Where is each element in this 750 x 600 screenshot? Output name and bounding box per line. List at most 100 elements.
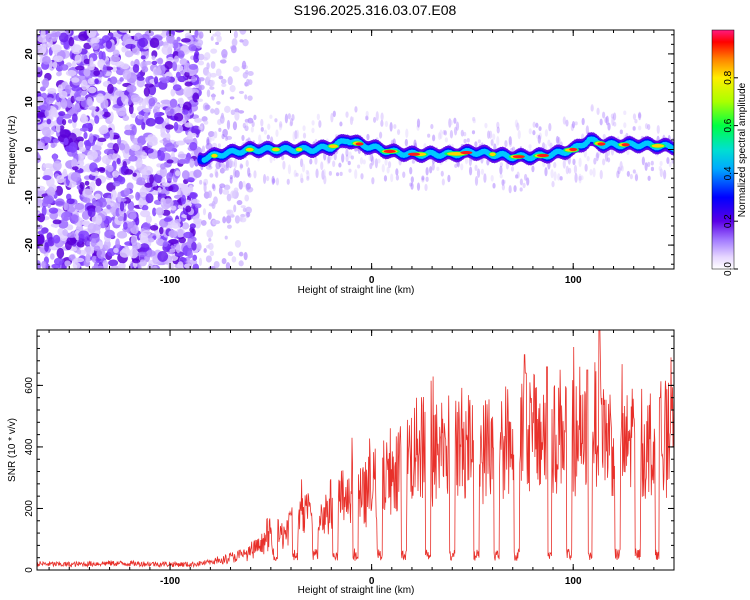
- spectrogram-noise-blob: [124, 124, 131, 130]
- spectrogram-halo: [590, 105, 594, 112]
- spectrogram-noise-blob: [243, 251, 248, 261]
- spectrogram-halo: [555, 135, 560, 144]
- spectrogram-peak-yellow: [211, 153, 218, 158]
- spectrogram-halo: [551, 180, 555, 188]
- spectrogram-halo: [375, 111, 379, 121]
- spectrogram-halo: [632, 169, 636, 174]
- spectrogram-noise-blob: [93, 223, 102, 231]
- spectrogram-halo: [574, 121, 578, 126]
- spectrogram-noise-blob: [206, 229, 214, 239]
- colorbar-tick-label: 0.0: [723, 262, 734, 276]
- spectrogram-noise-blob: [78, 31, 89, 41]
- spectrogram-noise-blob: [110, 95, 116, 101]
- spectrogram-halo: [517, 129, 521, 140]
- spectrogram-noise-blob: [91, 197, 97, 205]
- spectrogram-noise-blob: [42, 78, 50, 89]
- spectrogram-noise-blob: [79, 115, 89, 124]
- spectrogram-noise-blob: [210, 36, 214, 41]
- spectrogram-noise-blob: [139, 186, 147, 198]
- spectrogram-noise-blob: [80, 79, 88, 91]
- spectrogram-noise-blob: [151, 55, 156, 61]
- spectrogram-halo: [368, 154, 372, 161]
- spectrogram-noise-blob: [119, 77, 124, 82]
- spectrogram-noise-blob: [117, 262, 125, 269]
- spectrogram-noise-blob: [51, 107, 58, 118]
- spectrogram-noise-blob: [222, 216, 227, 224]
- spectrogram-noise-blob: [130, 60, 135, 67]
- spectrogram-halo: [429, 166, 433, 174]
- spectrogram-noise-blob: [205, 142, 213, 150]
- spectrogram-noise-blob: [175, 243, 181, 254]
- spectrogram-halo: [471, 130, 476, 135]
- spectrogram-halo: [455, 121, 460, 131]
- spectrogram-ylabel: Frequency (Hz): [7, 116, 18, 185]
- spectrogram-noise-blob: [209, 86, 215, 90]
- spectrogram-halo: [239, 164, 244, 169]
- spectrogram-noise-blob: [44, 109, 49, 117]
- spectrogram-halo: [360, 173, 364, 180]
- spectrogram-noise-blob: [160, 163, 166, 170]
- spectrogram-halo: [250, 126, 254, 133]
- spectrogram-noise-blob: [181, 170, 190, 180]
- spectrogram-noise-blob: [216, 35, 222, 43]
- spectrogram-halo: [244, 118, 249, 127]
- spectrogram-halo: [644, 162, 648, 171]
- spectrogram-halo: [490, 174, 494, 182]
- spectrogram-noise-blob: [156, 65, 161, 76]
- spectrogram-noise-blob: [168, 239, 179, 245]
- spectrogram-noise-blob: [52, 61, 58, 69]
- spectrogram-noise-blob: [83, 122, 92, 129]
- spectrogram-noise-blob: [211, 142, 218, 149]
- spectrogram-noise-blob: [223, 184, 231, 191]
- spectrogram-noise-blob: [85, 253, 91, 263]
- spectrogram-noise-blob: [89, 181, 96, 192]
- spectrogram-halo: [514, 119, 518, 128]
- spectrogram-peak-red: [569, 147, 578, 152]
- spectrogram-halo: [269, 114, 273, 119]
- spectrogram-ytick-label: 0: [24, 146, 35, 152]
- spectrogram-noise-blob: [208, 237, 212, 242]
- spectrogram-noise-blob: [198, 85, 202, 91]
- spectrogram-noise-blob: [41, 260, 47, 269]
- spectrogram-halo: [513, 185, 517, 193]
- spectrogram-noise-blob: [120, 63, 130, 70]
- spectrogram-noise-blob: [166, 33, 175, 44]
- snr-ytick-label: 600: [24, 377, 35, 394]
- spectrogram-noise-blob: [51, 263, 61, 269]
- spectrogram-halo: [538, 132, 542, 140]
- spectrogram-noise-blob: [140, 55, 146, 60]
- spectrogram-noise-blob: [221, 49, 228, 58]
- spectrogram-noise-blob: [130, 94, 141, 103]
- spectrogram-noise-blob: [169, 98, 178, 108]
- spectrogram-noise-blob: [177, 159, 188, 164]
- spectrogram-noise-blob: [71, 166, 79, 171]
- spectrogram-halo: [212, 184, 216, 192]
- spectrogram-noise-blob: [56, 71, 62, 77]
- spectrogram-noise-blob: [143, 112, 149, 119]
- spectrogram-halo: [449, 129, 454, 139]
- spectrogram-halo: [229, 158, 233, 168]
- spectrogram-noise-blob: [110, 189, 117, 201]
- spectrogram-xtick-label: -100: [160, 275, 180, 286]
- spectrogram-noise-blob: [232, 121, 238, 131]
- spectrogram-noise-blob: [37, 152, 40, 163]
- spectrogram-noise-blob: [152, 265, 158, 269]
- snr-xtick-label: 0: [369, 576, 375, 587]
- spectrogram-noise-blob: [185, 205, 192, 213]
- spectrogram-halo: [217, 143, 221, 148]
- spectrogram-noise-blob: [139, 209, 151, 218]
- spectrogram-halo: [508, 140, 513, 147]
- spectrogram-noise-blob: [209, 79, 215, 87]
- spectrogram-halo: [272, 178, 276, 184]
- spectrogram-halo: [332, 110, 336, 118]
- spectrogram-noise-blob: [143, 107, 152, 113]
- spectrogram-noise-blob: [218, 75, 224, 80]
- spectrogram-noise-blob: [240, 213, 246, 218]
- spectrogram-noise-blob: [152, 207, 157, 217]
- spectrogram-noise-blob: [141, 66, 149, 73]
- spectrogram-halo: [474, 141, 478, 148]
- spectrogram-noise-blob: [202, 208, 207, 216]
- spectrogram-noise-blob: [109, 76, 118, 85]
- spectrogram-noise-blob: [64, 260, 71, 267]
